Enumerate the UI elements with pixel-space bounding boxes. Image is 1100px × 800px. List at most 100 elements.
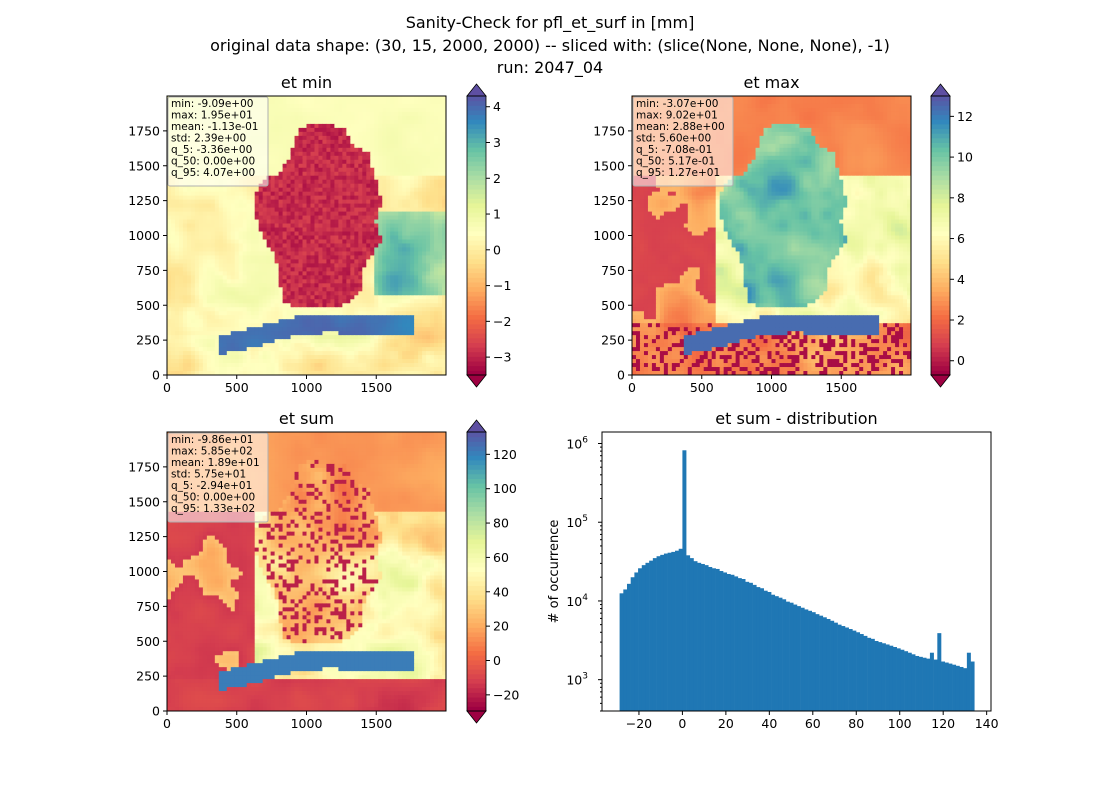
colorbar-tick-label: 2 (957, 313, 965, 328)
y-tick-label: 106 (566, 436, 588, 452)
histogram-bar (937, 633, 942, 711)
colorbar-tick-label: 8 (957, 190, 965, 205)
colorbar-segment (467, 142, 486, 148)
colorbar-segment (467, 216, 486, 223)
colorbar-tick-label: 3 (493, 135, 501, 150)
colorbar-segment (467, 114, 486, 120)
histogram-bar (800, 607, 805, 711)
colorbar-segment (467, 515, 486, 521)
colorbar-segment (467, 622, 486, 628)
colorbar-segment (931, 202, 950, 209)
panel-title: et min (281, 73, 332, 92)
histogram-bar (815, 614, 820, 711)
x-tick-label: 1500 (360, 380, 392, 395)
histogram-bar (793, 604, 798, 711)
colorbar-segment (931, 258, 950, 264)
colorbar-segment (467, 151, 486, 157)
y-tick-label: 105 (566, 514, 588, 530)
colorbar-segment (467, 557, 486, 563)
colorbar-segment (467, 175, 486, 181)
colorbar-segment (467, 309, 486, 316)
colorbar-segment (467, 198, 486, 204)
colorbar-segment (467, 365, 486, 371)
colorbar-segment (467, 356, 486, 362)
colorbar-segment (467, 636, 486, 642)
colorbar-segment (931, 268, 950, 274)
histogram-bar (955, 665, 960, 711)
colorbar-segment (931, 300, 950, 306)
histogram-bar (730, 574, 735, 711)
colorbar-segment (467, 701, 486, 707)
colorbar-segment (931, 333, 950, 339)
y-tick-label: 250 (601, 333, 625, 348)
colorbar-segment (931, 147, 950, 153)
x-tick-label: 500 (225, 716, 249, 731)
colorbar-extend-max (466, 83, 487, 97)
colorbar-segment (467, 538, 486, 545)
histogram-bar (759, 588, 764, 711)
histogram-bar (808, 610, 813, 711)
colorbar-segment (931, 254, 950, 260)
stats-line: q_5: -7.08e-01 (636, 144, 712, 156)
histogram-bar (675, 550, 680, 711)
x-tick-label: 1000 (756, 380, 788, 395)
colorbar-segment (931, 216, 950, 223)
colorbar-tick-label: 100 (493, 481, 517, 496)
histogram-bar (959, 666, 964, 711)
histogram-bar (852, 630, 857, 711)
y-tick-label: 250 (136, 333, 160, 348)
stats-line: q_95: 4.07e+00 (171, 167, 255, 179)
colorbar-segment (467, 520, 486, 526)
stats-line: max: 5.85e+02 (171, 446, 253, 458)
colorbar-segment (467, 627, 486, 633)
colorbar-segment (931, 151, 950, 157)
histogram-bar (682, 450, 687, 711)
colorbar-segment (931, 263, 950, 269)
colorbar-segment (467, 109, 486, 116)
colorbar-segment (931, 295, 950, 302)
y-tick-label: 0 (152, 704, 160, 719)
colorbar-segment (931, 123, 950, 130)
y-tick-label: 1500 (593, 158, 625, 173)
axes-frame (601, 431, 992, 712)
stats-box-frame (632, 96, 734, 187)
colorbar-segment (467, 478, 486, 484)
colorbar-segment (467, 464, 486, 470)
colorbar-segment (931, 361, 950, 367)
colorbar-segment (467, 692, 486, 698)
panel-title: et sum - distribution (715, 409, 877, 428)
y-tick-label: 0 (617, 368, 625, 383)
stats-line: std: 5.75e+01 (171, 469, 246, 481)
map-panel-1: et min 0 500 1000 1500 0 250 500 750 1000 1250 1500… (128, 73, 511, 395)
colorbar-segment (467, 333, 486, 339)
colorbar-tick-label: 0 (493, 242, 501, 257)
colorbar-segment (467, 562, 486, 568)
stats-line: mean: 2.88e+00 (636, 121, 725, 133)
histogram-bar (896, 648, 901, 711)
histogram-bar (634, 572, 639, 711)
colorbar-segment (467, 432, 486, 438)
colorbar-tick-label: −3 (493, 350, 511, 365)
colorbar-segment (467, 618, 486, 624)
stats-line: q_95: 1.33e+02 (171, 503, 255, 515)
histogram-bar (734, 576, 739, 711)
colorbar-frame (466, 95, 487, 376)
colorbar-segment (931, 142, 950, 148)
colorbar-segment (931, 328, 950, 334)
colorbar-segment (931, 277, 950, 283)
x-tick-label: 80 (848, 716, 864, 731)
colorbar-segment (467, 277, 486, 283)
figure-title-line-2: original data shape: (30, 15, 2000, 2000… (210, 36, 890, 55)
histogram-bar (918, 656, 923, 711)
colorbar-segment (467, 319, 486, 325)
colorbar-segment (467, 328, 486, 334)
colorbar-segment (931, 128, 950, 134)
colorbar-segment (467, 529, 486, 535)
histogram-bar (711, 568, 716, 711)
stats-line: min: -9.09e+00 (171, 98, 253, 110)
colorbar-segment (931, 337, 950, 343)
histogram-bar (900, 649, 905, 711)
y-tick-label: 1750 (593, 123, 625, 138)
histogram-bar (904, 651, 909, 711)
